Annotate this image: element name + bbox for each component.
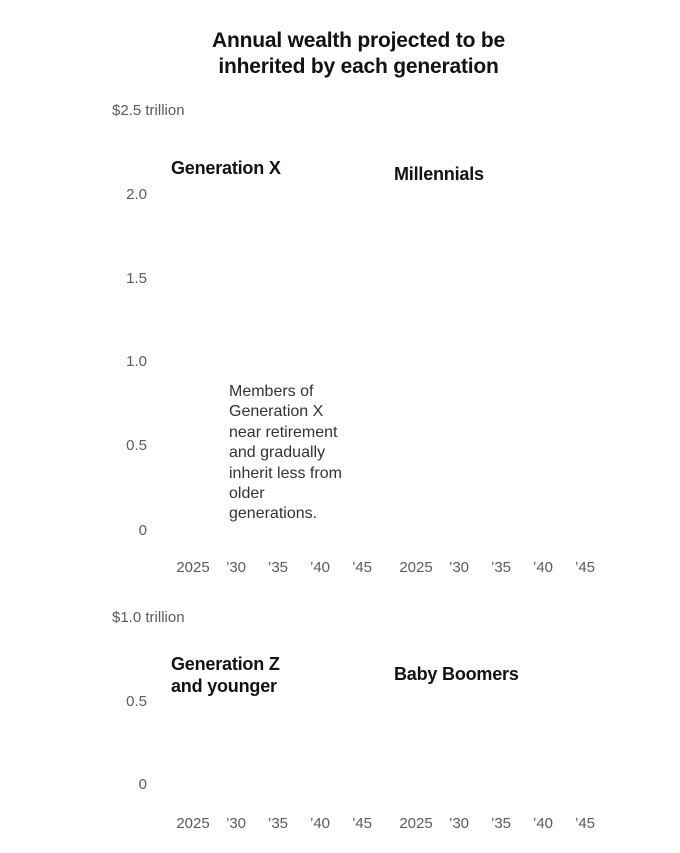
top-right-x-tick: ’45: [574, 559, 596, 576]
chart-title-line: Annual wealth projected to be: [212, 29, 505, 52]
bottom-y-tick-0: 0: [138, 776, 147, 793]
top-y-tick-0.5: 0.5: [126, 437, 147, 454]
bottom-left-x-tick: ’40: [309, 815, 331, 832]
panel-title-line: Baby Boomers: [394, 664, 519, 684]
bottom-left-x-tick: ’30: [225, 815, 247, 832]
top-y-tick-0: 0: [138, 522, 147, 539]
bottom-left-x-tick: 2025: [176, 815, 210, 832]
top-right-x-tick: ’40: [532, 559, 554, 576]
panel-title-line: Millennials: [394, 164, 484, 184]
generation-x-annotation: Members of Generation X near retirement …: [229, 382, 379, 525]
top-left-x-tick: ’40: [309, 559, 331, 576]
panel-title-generation-x: Generation X: [171, 157, 281, 179]
annotation-line: Members of: [229, 383, 314, 400]
annotation-line: inherit less from: [229, 464, 342, 482]
top-left-x-tick: 2025: [176, 559, 210, 576]
bottom-right-x-tick: ’35: [490, 815, 512, 832]
top-left-x-tick: ’45: [351, 559, 373, 576]
bottom-left-x-tick: ’35: [267, 815, 289, 832]
panel-title-line: Generation X: [171, 158, 281, 178]
bottom-right-x-tick: 2025: [399, 815, 433, 832]
bottom-right-x-tick: ’30: [448, 815, 470, 832]
panel-title-line: Generation Z: [171, 654, 280, 674]
bottom-left-x-tick: ’45: [351, 815, 373, 832]
annotation-line: near retirement: [229, 423, 338, 441]
bottom-y-tick-0.5: 0.5: [126, 693, 147, 710]
panel-title-baby-boomers: Baby Boomers: [394, 663, 519, 685]
top-right-x-tick: ’35: [490, 559, 512, 576]
top-left-x-tick: ’35: [267, 559, 289, 576]
panel-title-line: and younger: [171, 676, 277, 696]
top-right-x-tick: 2025: [399, 559, 433, 576]
panel-title-generation-z: Generation Z and younger: [171, 653, 280, 697]
annotation-line: Generation X: [229, 403, 324, 421]
panel-title-millennials: Millennials: [394, 163, 484, 185]
top-y-unit-label: $2.5 trillion: [112, 102, 185, 119]
top-y-tick-2.0: 2.0: [126, 186, 147, 203]
chart-title-line: inherited by each generation: [218, 55, 499, 78]
bottom-y-unit-label: $1.0 trillion: [112, 609, 185, 626]
top-right-x-tick: ’30: [448, 559, 470, 576]
top-y-tick-1.5: 1.5: [126, 270, 147, 287]
top-y-tick-1.0: 1.0: [126, 353, 147, 370]
bottom-right-x-tick: ’40: [532, 815, 554, 832]
annotation-line: older: [229, 485, 265, 503]
chart-title: Annual wealth projected to be inherited …: [0, 28, 680, 80]
top-left-x-tick: ’30: [225, 559, 247, 576]
annotation-line: and gradually: [229, 444, 326, 462]
annotation-line: generations.: [229, 505, 318, 523]
bottom-right-x-tick: ’45: [574, 815, 596, 832]
